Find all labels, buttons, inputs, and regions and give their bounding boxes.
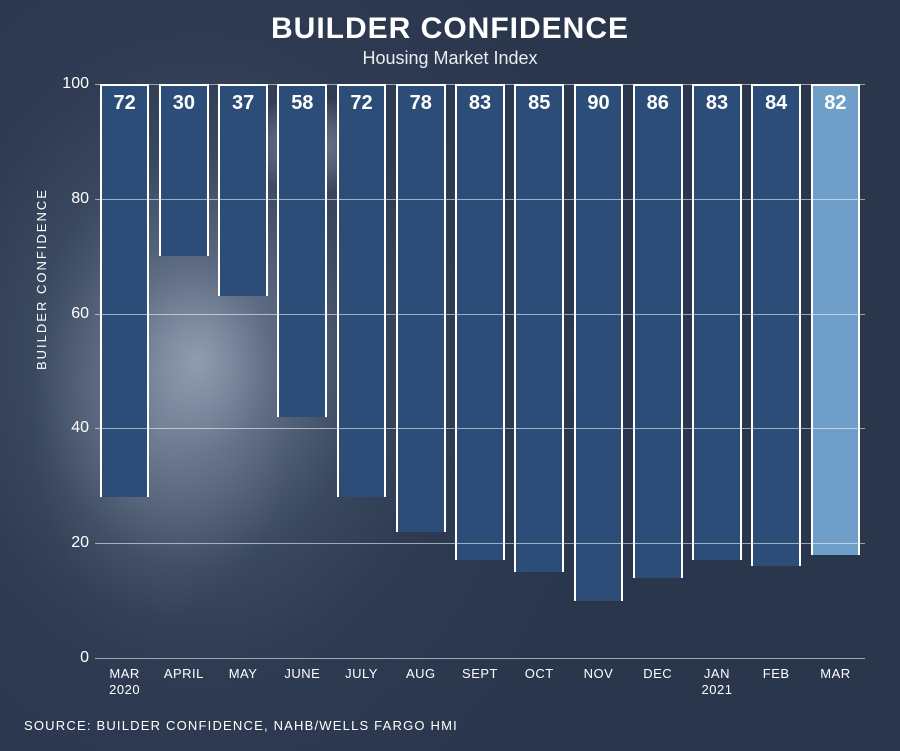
bar-slot: 30APRIL: [154, 84, 213, 658]
bar-value-label: 84: [753, 92, 799, 115]
bar-value-label: 78: [398, 92, 444, 115]
bar: 86: [633, 84, 683, 578]
bar-value-label: 83: [694, 92, 740, 115]
bar: 83: [455, 84, 505, 560]
bar: 72: [337, 84, 387, 497]
bar-value-label: 83: [457, 92, 503, 115]
bar: 85: [514, 84, 564, 572]
bar-value-label: 58: [279, 92, 325, 115]
bar-slot: 72MAR2020: [95, 84, 154, 658]
bar-value-label: 37: [220, 92, 266, 115]
y-tick-label: 100: [51, 75, 89, 93]
bar: 83: [692, 84, 742, 560]
bar-slot: 83JAN2021: [687, 84, 746, 658]
gridline: [95, 314, 865, 315]
bar: 90: [574, 84, 624, 601]
bar-slot: 84FEB: [747, 84, 806, 658]
bar-slot: 90NOV: [569, 84, 628, 658]
chart-title: BUILDER CONFIDENCE: [0, 12, 900, 46]
bar-value-label: 86: [635, 92, 681, 115]
bar: 30: [159, 84, 209, 256]
bar-value-label: 72: [102, 92, 148, 115]
bar: 82: [811, 84, 861, 555]
y-tick-label: 40: [51, 419, 89, 437]
gridline: [95, 199, 865, 200]
y-tick-label: 20: [51, 534, 89, 552]
bar-value-label: 30: [161, 92, 207, 115]
bar-value-label: 85: [516, 92, 562, 115]
bar-value-label: 72: [339, 92, 385, 115]
bar: 72: [100, 84, 150, 497]
bar-slot: 37MAY: [213, 84, 272, 658]
bars-container: 72MAR202030APRIL37MAY58JUNE72JULY78AUG83…: [95, 84, 865, 658]
bar: 37: [218, 84, 268, 296]
source-text: SOURCE: BUILDER CONFIDENCE, NAHB/WELLS F…: [24, 718, 458, 733]
bar: 78: [396, 84, 446, 532]
bar-slot: 58JUNE: [273, 84, 332, 658]
bar-value-label: 82: [813, 92, 859, 115]
bar: 58: [277, 84, 327, 417]
bar-slot: 83SEPT: [450, 84, 509, 658]
gridline: [95, 658, 865, 659]
bar-chart: 72MAR202030APRIL37MAY58JUNE72JULY78AUG83…: [95, 84, 865, 658]
gridline: [95, 543, 865, 544]
bar-slot: 78AUG: [391, 84, 450, 658]
chart-title-block: BUILDER CONFIDENCE Housing Market Index: [0, 12, 900, 69]
bar-slot: 72JULY: [332, 84, 391, 658]
bar: 84: [751, 84, 801, 566]
bar-value-label: 90: [576, 92, 622, 115]
x-tick-label: MAR: [800, 666, 871, 682]
gridline: [95, 428, 865, 429]
y-tick-label: 80: [51, 190, 89, 208]
bar-slot: 86DEC: [628, 84, 687, 658]
gridline: [95, 84, 865, 85]
y-axis-label: BUILDER CONFIDENCE: [34, 188, 49, 370]
bar-slot: 85OCT: [510, 84, 569, 658]
bar-slot: 82MAR: [806, 84, 865, 658]
y-tick-label: 60: [51, 305, 89, 323]
y-tick-label: 0: [51, 649, 89, 667]
chart-subtitle: Housing Market Index: [0, 48, 900, 69]
